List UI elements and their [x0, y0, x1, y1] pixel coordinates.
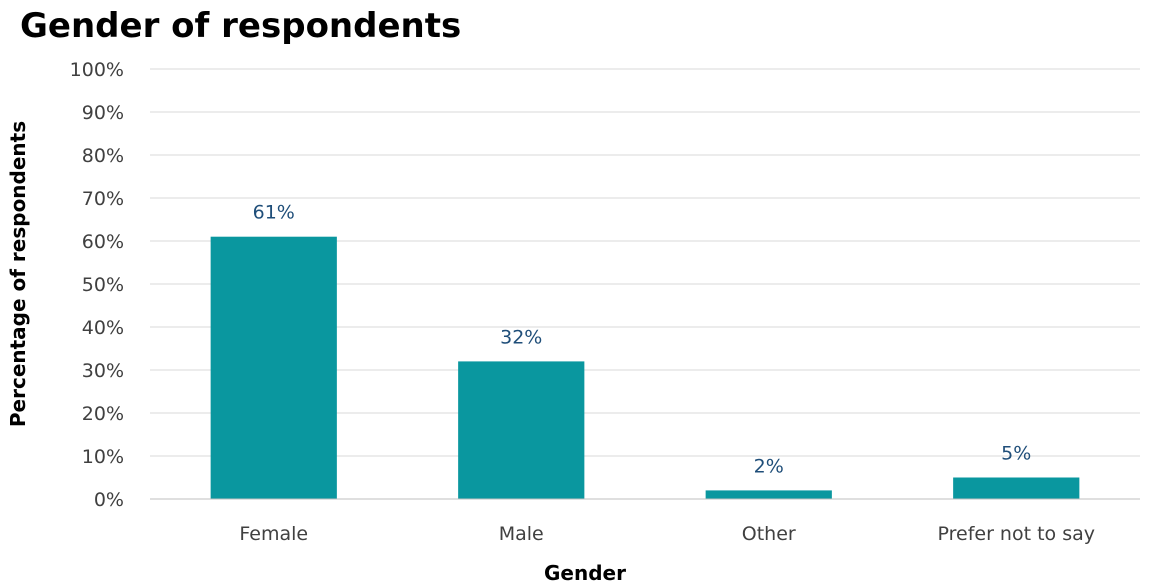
x-tick-label: Prefer not to say: [938, 523, 1096, 545]
y-tick-label: 50%: [82, 274, 124, 296]
x-axis-ticks: Female Male Other Prefer not to say: [239, 523, 1095, 545]
y-axis-title: Percentage of respondents: [6, 121, 30, 427]
data-label: 61%: [253, 202, 295, 224]
y-tick-label: 60%: [82, 231, 124, 253]
y-tick-label: 30%: [82, 360, 124, 382]
y-tick-label: 0%: [94, 489, 124, 511]
bar-prefer-not-to-say: [953, 477, 1080, 499]
y-tick-label: 40%: [82, 317, 124, 339]
y-axis-ticks: 0% 10% 20% 30% 40% 50% 60% 70% 80% 90% 100%: [70, 59, 124, 511]
x-axis-title: Gender: [544, 561, 626, 585]
y-tick-label: 70%: [82, 188, 124, 210]
y-tick-label: 20%: [82, 403, 124, 425]
y-tick-label: 90%: [82, 102, 124, 124]
chart-title: Gender of respondents: [20, 6, 462, 46]
bar-female: [210, 236, 337, 499]
data-label: 2%: [754, 455, 784, 477]
x-tick-label: Male: [499, 523, 544, 545]
data-labels: 61% 32% 2% 5%: [253, 202, 1032, 478]
x-tick-label: Other: [742, 523, 796, 545]
bar-other: [705, 490, 832, 499]
y-tick-label: 10%: [82, 446, 124, 468]
y-tick-label: 80%: [82, 145, 124, 167]
data-label: 5%: [1001, 443, 1031, 465]
bars: [210, 236, 1080, 499]
x-tick-label: Female: [239, 523, 308, 545]
bar-male: [458, 361, 585, 499]
data-label: 32%: [500, 326, 542, 348]
y-tick-label: 100%: [70, 59, 124, 81]
